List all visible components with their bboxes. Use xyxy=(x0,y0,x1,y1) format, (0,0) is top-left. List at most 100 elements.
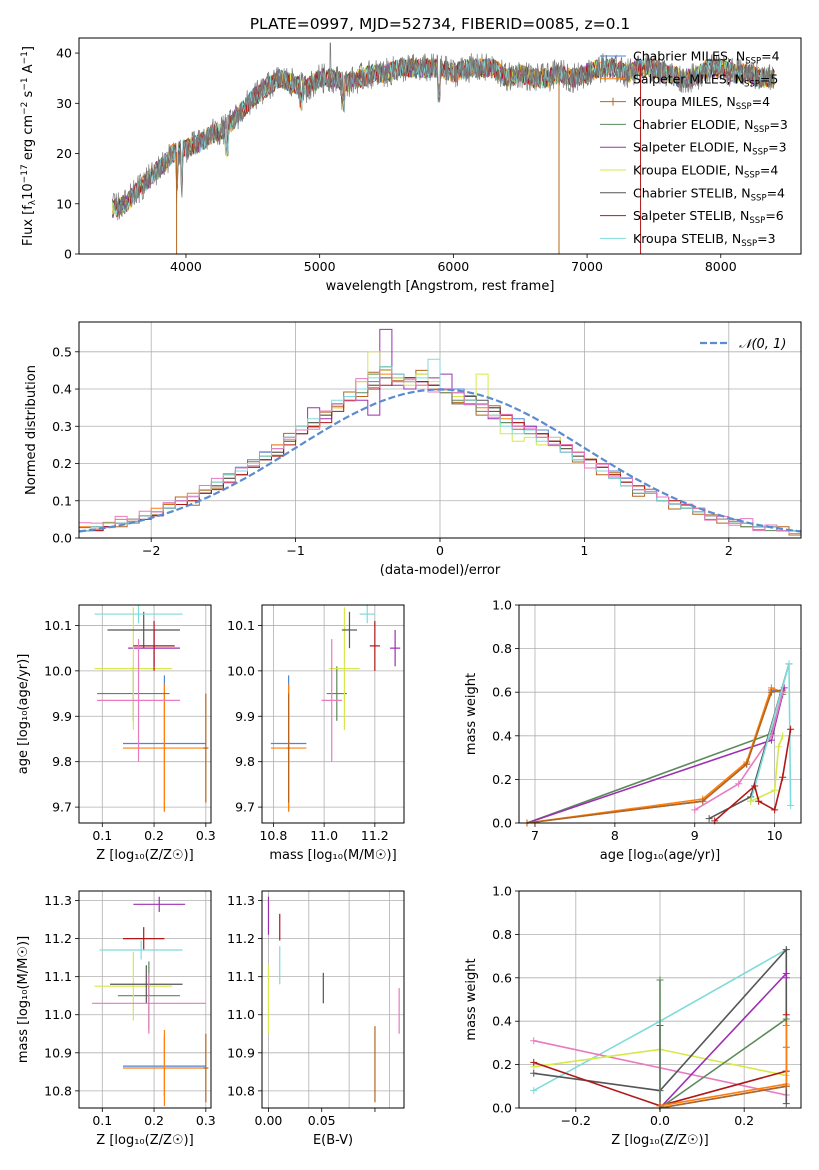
weight_vs_age-line-salp_elodie xyxy=(526,687,785,824)
weight_vs_Z-marker-chab_elodie xyxy=(656,976,664,984)
weight_vs_age-ylabel: mass weight xyxy=(464,673,479,755)
age_vs_mass-ytick-label: 9.9 xyxy=(235,709,255,724)
age_vs_Z-xtick-label: 0.1 xyxy=(92,828,112,843)
weight_vs_age-marker-krou_stelib xyxy=(787,802,795,810)
age_vs_mass-ytick-label: 10.1 xyxy=(227,618,255,633)
residuals-ytick-label: 0.0 xyxy=(52,531,72,546)
weight_vs_Z-marker-chab_elodie xyxy=(782,1015,790,1023)
weight_vs_Z-marker-krou_stelib xyxy=(530,1087,538,1095)
weight_vs_Z-marker-chab_stelib xyxy=(782,1100,790,1108)
residuals-xtick-label: −1 xyxy=(286,543,304,558)
weight_vs_age-xtick-label: 8 xyxy=(611,828,619,843)
weight_vs_Z-xlabel: Z [log₁₀(Z/Z☉)] xyxy=(611,1133,708,1148)
spectrum-frame xyxy=(78,37,802,255)
weight_vs_Z-ytick-label: 0.2 xyxy=(492,1057,512,1072)
legend-label-chab_miles: Chabrier MILES, NSSP=4 xyxy=(633,49,780,67)
weight_vs_Z-ytick-label: 0.0 xyxy=(492,1101,512,1116)
age_vs_mass-xtick-label: 10.8 xyxy=(259,828,287,843)
residuals-gaussian xyxy=(79,388,801,533)
spectrum-ytick-label: 30 xyxy=(56,96,72,111)
weight_vs_age-xtick-label: 9 xyxy=(691,828,699,843)
weight_vs_Z-marker-krou_miles xyxy=(782,1082,790,1090)
weight_vs_age-ytick-label: 0.0 xyxy=(492,816,512,831)
legend-label-chab_stelib: Chabrier STELIB, NSSP=4 xyxy=(633,185,785,203)
weight_vs_Z-marker-salp_miles xyxy=(782,1022,790,1030)
residuals-ytick-label: 0.3 xyxy=(52,419,72,434)
mass_vs_Z-ylabel: mass [log₁₀(M/M☉)] xyxy=(16,936,31,1063)
mass_vs_Z-ytick-label: 10.8 xyxy=(44,1083,72,1098)
residuals-legend: 𝒩(0, 1) xyxy=(700,337,786,352)
residuals-xtick-label: 2 xyxy=(725,543,733,558)
weight_vs_age-marker-salp_stelib xyxy=(779,773,787,781)
weight_vs_age-marker-krou_miles xyxy=(699,797,707,805)
spectrum-data xyxy=(112,42,775,221)
weight_vs_age-marker-chab_stelib xyxy=(705,815,713,823)
spectrum-xtick-label: 5000 xyxy=(304,259,336,274)
spectrum-legend: Chabrier MILES, NSSP=4 Salpeter MILES, NS… xyxy=(600,49,788,249)
mass_vs_ebv-ytick-label: 11.3 xyxy=(227,893,255,908)
age_vs_Z-ytick-label: 9.8 xyxy=(52,754,72,769)
weight_vs_age-line-chab_elodie xyxy=(526,694,784,824)
age_vs_Z-ytick-label: 10.0 xyxy=(44,663,72,678)
weight_vs_age-xlabel: age [log₁₀(age/yr)] xyxy=(600,848,721,863)
mass_vs_ebv-xtick-label: 0.05 xyxy=(308,1113,336,1128)
weight_vs_Z-marker-chab_stelib xyxy=(782,946,790,954)
mass_vs_Z-xtick-label: 0.2 xyxy=(144,1113,164,1128)
spectrum-xtick-label: 7000 xyxy=(571,259,603,274)
weight_vs_age-xtick-label: 10 xyxy=(767,828,783,843)
residuals-ytick-label: 0.1 xyxy=(52,493,72,508)
age_vs_mass-ytick-label: 9.8 xyxy=(235,754,255,769)
weight_vs_age-marker-salp_stelib xyxy=(787,725,795,733)
weight_vs_age-marker-salp_stelib xyxy=(755,797,763,805)
age_vs_mass-axes xyxy=(262,605,404,823)
weight_vs_age-line-salp_stelib xyxy=(714,729,792,822)
spectrum-xtick-label: 8000 xyxy=(705,259,737,274)
mass_vs_ebv-ytick-label: 10.9 xyxy=(227,1045,255,1060)
age_vs_Z-xtick-label: 0.2 xyxy=(144,828,164,843)
residuals-ytick-label: 0.4 xyxy=(52,382,72,397)
mass_vs_ebv-xlabel: E(B-V) xyxy=(313,1133,353,1148)
age_vs_Z-ytick-label: 9.7 xyxy=(52,800,72,815)
age_vs_mass-xtick-label: 11.0 xyxy=(310,828,338,843)
spectrum-ytick-label: 40 xyxy=(56,46,72,61)
legend-label-salp_elodie: Salpeter ELODIE, NSSP=3 xyxy=(633,140,787,158)
legend-label-chab_elodie: Chabrier ELODIE, NSSP=3 xyxy=(633,117,788,135)
weight_vs_age-line-krou_elodie xyxy=(750,735,784,802)
mass_vs_ebv-ytick-label: 10.8 xyxy=(227,1083,255,1098)
weight_vs_Z-ytick-label: 0.8 xyxy=(492,927,512,942)
mass_vs_ebv-ytick-label: 11.0 xyxy=(227,1007,255,1022)
spectrum-xtick-label: 6000 xyxy=(437,259,469,274)
weight_vs_Z-marker-chab_stelib xyxy=(530,1069,538,1077)
spectrum-lines xyxy=(112,42,775,254)
weight_vs_Z-line-krou_miles xyxy=(659,1085,787,1109)
age_vs_Z-ylabel: age [log₁₀(age/yr)] xyxy=(16,654,31,775)
weight_vs_age-line-salp_miles xyxy=(526,686,783,824)
weight_vs_Z-marker-salp_elodie xyxy=(782,974,790,982)
mass_vs_ebv-ytick-label: 11.2 xyxy=(227,931,255,946)
weight_vs_Z-ytick-label: 1.0 xyxy=(492,884,512,899)
weight_vs_age-marker-krou_miles xyxy=(743,760,751,768)
legend-label-krou_miles: Kroupa MILES, NSSP=4 xyxy=(633,94,770,112)
weight_vs_Z-ytick-label: 0.6 xyxy=(492,970,512,985)
legend-label-krou_elodie: Kroupa ELODIE, NSSP=4 xyxy=(633,163,778,181)
mass_vs_Z-xtick-label: 0.3 xyxy=(196,1113,216,1128)
age_vs_mass-xtick-label: 11.2 xyxy=(361,828,389,843)
weight_vs_Z-series xyxy=(530,946,790,1112)
age_vs_Z-xlabel: Z [log₁₀(Z/Z☉)] xyxy=(96,848,193,863)
weight_vs_Z-xtick-label: 0.0 xyxy=(650,1113,670,1128)
mass_vs_Z-xlabel: Z [log₁₀(Z/Z☉)] xyxy=(96,1133,193,1148)
mass_vs_Z-ytick-label: 11.2 xyxy=(44,931,72,946)
age_vs_Z-ytick-label: 9.9 xyxy=(52,709,72,724)
age_vs_Z-points xyxy=(94,605,209,812)
weight_vs_age-frame xyxy=(518,604,802,824)
mass_vs_Z-points xyxy=(91,896,209,1107)
weight_vs_age-xtick-label: 7 xyxy=(531,828,539,843)
age_vs_Z-frame xyxy=(78,604,212,824)
age_vs_Z-ytick-label: 10.1 xyxy=(44,618,72,633)
residuals-xtick-label: −2 xyxy=(142,543,160,558)
mass_vs_ebv-xtick-label: 0.00 xyxy=(255,1113,283,1128)
age_vs_mass-ytick-label: 9.7 xyxy=(235,800,255,815)
age_vs_mass-ytick-label: 10.0 xyxy=(227,663,255,678)
weight_vs_age-series xyxy=(523,660,795,827)
age_vs_mass-points xyxy=(270,605,401,812)
